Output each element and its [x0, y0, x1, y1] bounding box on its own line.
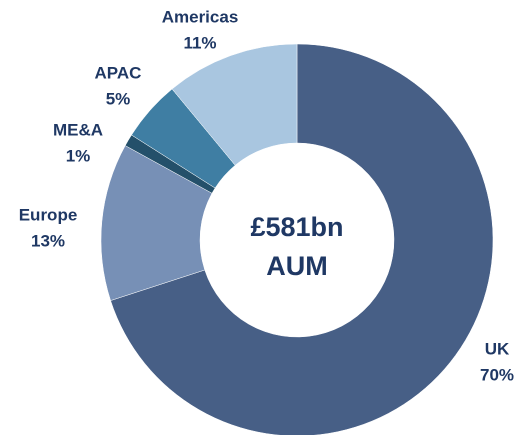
- slice-label: ME&A: [53, 120, 103, 139]
- slice-label: APAC: [95, 63, 142, 82]
- slice-value-label: 70%: [480, 365, 514, 384]
- donut-slice: [171, 43, 298, 166]
- slice-value-label: 13%: [31, 231, 65, 250]
- center-text: AUM: [266, 251, 328, 281]
- donut-slice: [110, 43, 494, 435]
- slice-label: Americas: [162, 7, 239, 26]
- center-text: £581bn: [250, 212, 343, 242]
- slice-value-label: 1%: [66, 146, 91, 165]
- slice-value-label: 5%: [106, 89, 131, 108]
- slice-value-label: 11%: [183, 33, 216, 52]
- slice-label: UK: [485, 339, 510, 358]
- slice-label: Europe: [19, 205, 78, 224]
